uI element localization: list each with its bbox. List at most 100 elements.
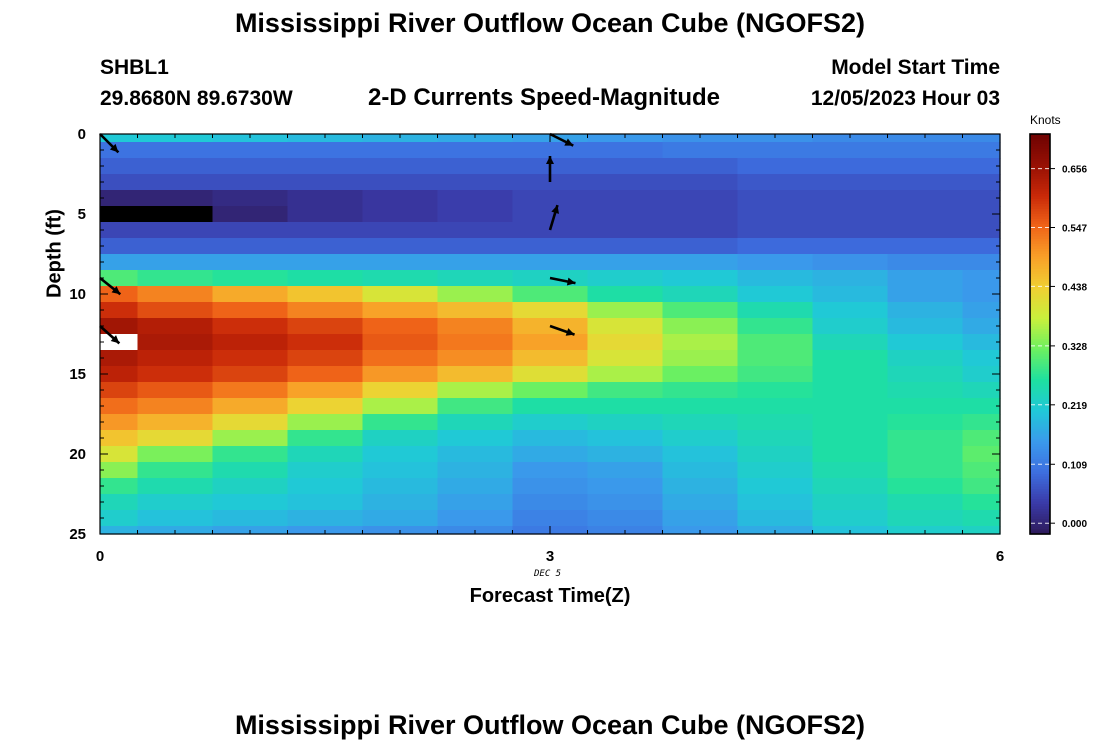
heatmap-cell bbox=[812, 510, 889, 527]
heatmap-cell bbox=[662, 366, 739, 383]
colorbar-segment bbox=[1030, 359, 1050, 363]
heatmap-cell bbox=[662, 318, 739, 335]
station-id: SHBL1 bbox=[100, 56, 169, 79]
heatmap-cell bbox=[512, 510, 589, 527]
heatmap-cell bbox=[212, 158, 289, 175]
heatmap-cell bbox=[212, 286, 289, 303]
heatmap-cell bbox=[737, 446, 814, 463]
y-tick-label: 25 bbox=[69, 526, 86, 543]
heatmap-cell bbox=[287, 206, 364, 223]
heatmap-cell bbox=[287, 350, 364, 367]
colorbar-segment bbox=[1030, 444, 1050, 448]
heatmap-cell bbox=[737, 398, 814, 415]
colorbar-segment bbox=[1030, 511, 1050, 515]
heatmap-cell bbox=[662, 238, 739, 255]
heatmap-cell bbox=[962, 430, 1001, 447]
heatmap-cell bbox=[587, 462, 664, 479]
heatmap-cell bbox=[887, 238, 964, 255]
colorbar-segment bbox=[1030, 504, 1050, 508]
heatmap-cell bbox=[887, 478, 964, 495]
heatmap-cell bbox=[100, 462, 139, 479]
heatmap-cell bbox=[962, 446, 1001, 463]
heatmap-cell bbox=[437, 510, 514, 527]
heatmap-cell bbox=[812, 134, 889, 143]
heatmap-cell bbox=[587, 270, 664, 287]
colorbar-segment bbox=[1030, 314, 1050, 318]
heatmap-cell bbox=[512, 190, 589, 207]
heatmap-cell bbox=[737, 238, 814, 255]
heatmap-cell bbox=[662, 254, 739, 271]
colorbar-segment bbox=[1030, 351, 1050, 355]
heatmap-cell bbox=[812, 494, 889, 511]
heatmap-cell bbox=[362, 270, 439, 287]
heatmap-cell bbox=[887, 366, 964, 383]
colorbar-segment bbox=[1030, 401, 1050, 405]
heatmap-cell bbox=[512, 398, 589, 415]
colorbar-segment bbox=[1030, 146, 1050, 150]
colorbar-segment bbox=[1030, 379, 1050, 383]
colorbar-segment bbox=[1030, 409, 1050, 413]
heatmap-cell bbox=[737, 286, 814, 303]
colorbar-segment bbox=[1030, 176, 1050, 180]
heatmap-cell bbox=[137, 254, 214, 271]
heatmap-cell bbox=[100, 158, 139, 175]
colorbar-segment bbox=[1030, 239, 1050, 243]
colorbar-frame bbox=[1029, 133, 1051, 535]
colorbar-segment bbox=[1030, 329, 1050, 333]
heatmap-cell bbox=[137, 158, 214, 175]
heatmap-cell bbox=[100, 238, 139, 255]
colorbar-segment bbox=[1030, 204, 1050, 208]
colorbar-tick-label: 0.438 bbox=[1062, 282, 1087, 293]
heatmap-cell bbox=[137, 334, 214, 351]
heatmap-cell bbox=[887, 494, 964, 511]
colorbar-segment bbox=[1030, 209, 1050, 213]
heatmap-cell bbox=[362, 350, 439, 367]
colorbar-tick-label: 0.328 bbox=[1062, 342, 1087, 353]
current-vector bbox=[99, 325, 121, 345]
colorbar-segment bbox=[1030, 251, 1050, 255]
heatmap-cell bbox=[100, 222, 139, 239]
heatmap-cell bbox=[737, 510, 814, 527]
heatmap-cell bbox=[887, 430, 964, 447]
heatmap-cell bbox=[887, 446, 964, 463]
heatmap-cell bbox=[212, 430, 289, 447]
heatmap-cell bbox=[212, 334, 289, 351]
heatmap-cell bbox=[437, 222, 514, 239]
heatmap-cell bbox=[100, 398, 139, 415]
heatmap-cell bbox=[962, 366, 1001, 383]
heatmap-cell bbox=[287, 174, 364, 191]
vector-head bbox=[564, 138, 574, 146]
colorbar-segment bbox=[1030, 396, 1050, 400]
heatmap-cell bbox=[962, 510, 1001, 527]
heatmap-cell bbox=[512, 494, 589, 511]
colorbar-segment bbox=[1030, 371, 1050, 375]
heatmap-cell bbox=[437, 254, 514, 271]
current-vector bbox=[549, 276, 576, 286]
heatmap-cell bbox=[962, 254, 1001, 271]
heatmap-cell bbox=[362, 478, 439, 495]
heatmap-cell bbox=[812, 334, 889, 351]
heatmap-cell bbox=[287, 446, 364, 463]
colorbar-segment bbox=[1030, 269, 1050, 273]
heatmap-cell bbox=[737, 222, 814, 239]
colorbar: 0.656 0.547 0.438 0.328 0.219 0.109 0.000 bbox=[1029, 133, 1087, 535]
heatmap-cell bbox=[137, 190, 214, 207]
heatmap-cell bbox=[587, 334, 664, 351]
heatmap-cell bbox=[100, 302, 139, 319]
colorbar-segment bbox=[1030, 309, 1050, 313]
heatmap-cell bbox=[362, 414, 439, 431]
heatmap-cell bbox=[287, 334, 364, 351]
heatmap-cell bbox=[737, 494, 814, 511]
colorbar-segment bbox=[1030, 411, 1050, 415]
colorbar-segment bbox=[1030, 406, 1050, 410]
heatmap-cell bbox=[512, 350, 589, 367]
heatmap-cell bbox=[812, 318, 889, 335]
heatmap-cell bbox=[737, 462, 814, 479]
heatmap-cell bbox=[662, 206, 739, 223]
colorbar-segment bbox=[1030, 524, 1050, 528]
colorbar-units: Knots bbox=[1030, 113, 1061, 127]
heatmap-cell bbox=[962, 270, 1001, 287]
vector-head bbox=[565, 328, 575, 336]
heatmap-cell bbox=[587, 158, 664, 175]
colorbar-segment bbox=[1030, 259, 1050, 263]
